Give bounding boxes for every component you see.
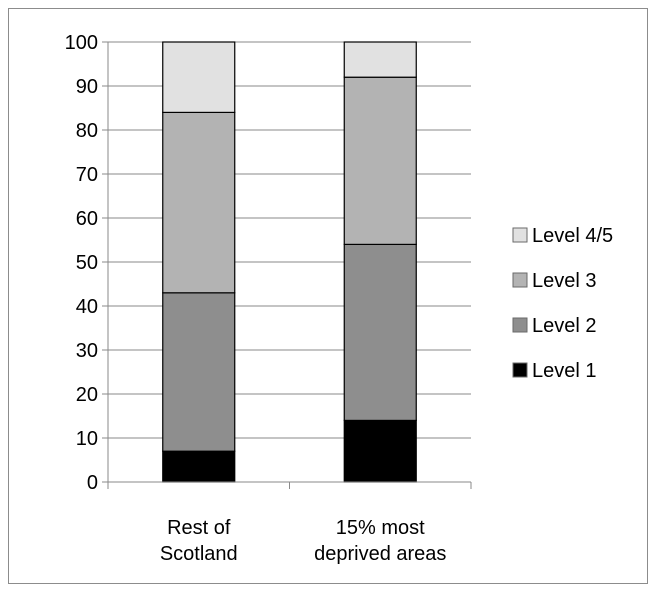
y-tick-label: 80 (76, 120, 98, 142)
x-tick-label: Scotland (160, 543, 238, 565)
x-tick-label: deprived areas (314, 543, 446, 565)
y-tick-label: 90 (76, 76, 98, 98)
legend-swatch (512, 272, 528, 288)
legend-swatch (512, 362, 528, 378)
bar-segment-level-1 (162, 450, 236, 483)
y-tick-label: 50 (76, 252, 98, 274)
bar-segment-level-3 (162, 111, 236, 294)
y-tick-label: 10 (76, 428, 98, 450)
bar-segment-level-2 (343, 243, 417, 421)
x-tick-label: 15% most (336, 517, 425, 539)
x-tick-labels: Rest of Scotland 15% most deprived areas (160, 517, 447, 565)
y-tick-label: 60 (76, 208, 98, 230)
legend-label: Level 1 (532, 360, 597, 382)
bar-segment-level-2 (162, 292, 236, 452)
bar-segment-level-1 (343, 419, 417, 483)
y-tick-label: 0 (87, 472, 98, 494)
bar-segment-level-4-5 (162, 41, 236, 114)
legend-swatch (512, 317, 528, 333)
bar-segment-level-3 (343, 76, 417, 245)
legend-label: Level 4/5 (532, 225, 613, 247)
y-tick-label: 30 (76, 340, 98, 362)
legend-label: Level 2 (532, 315, 597, 337)
y-tick-label: 100 (65, 32, 98, 54)
y-tick-labels: 0 10 20 30 40 50 60 70 80 90 100 (65, 32, 98, 494)
chart-frame (8, 8, 648, 584)
axes (102, 41, 472, 489)
y-tick-label: 70 (76, 164, 98, 186)
y-tick-label: 40 (76, 296, 98, 318)
legend: Level 4/5 Level 3 Level 2 Level 1 (512, 225, 613, 382)
legend-swatch (512, 227, 528, 243)
bars (162, 41, 417, 483)
y-tick-label: 20 (76, 384, 98, 406)
bar-segment-level-4-5 (343, 41, 417, 78)
legend-label: Level 3 (532, 270, 597, 292)
x-tick-label: Rest of (167, 517, 231, 539)
